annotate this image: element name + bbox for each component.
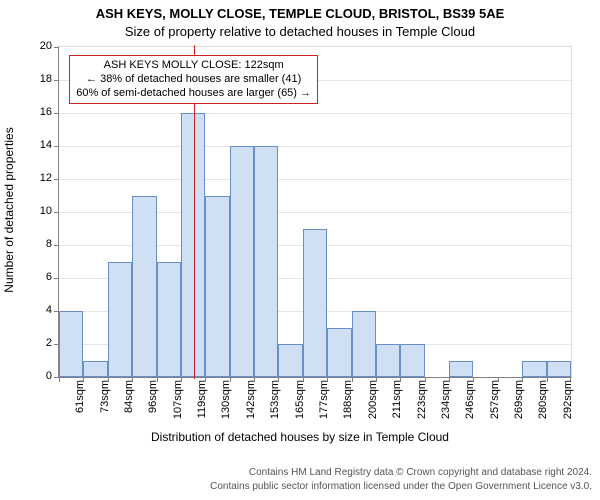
xtick-label: 292sqm — [562, 380, 574, 419]
histogram-bar — [327, 328, 351, 378]
histogram-bar — [230, 146, 254, 377]
ytick-mark — [54, 245, 59, 246]
histogram-bar — [108, 262, 132, 378]
x-axis-label: Distribution of detached houses by size … — [0, 430, 600, 444]
xtick-label: 130sqm — [220, 380, 232, 419]
xtick-label: 61sqm — [74, 380, 86, 413]
annotation-line: 60% of semi-detached houses are larger (… — [76, 87, 311, 101]
ytick-label: 14 — [12, 139, 52, 151]
xtick-label: 269sqm — [513, 380, 525, 419]
xtick-label: 119sqm — [196, 380, 208, 418]
histogram-bar — [132, 196, 156, 378]
ytick-label: 2 — [12, 337, 52, 349]
histogram-bar — [59, 311, 83, 377]
xtick-label: 73sqm — [99, 380, 111, 413]
histogram-bar — [83, 361, 107, 378]
ytick-label: 8 — [12, 238, 52, 250]
ytick-mark — [54, 278, 59, 279]
histogram-bar — [376, 344, 400, 377]
ytick-label: 0 — [12, 370, 52, 382]
annotation-box: ASH KEYS MOLLY CLOSE: 122sqm← 38% of det… — [69, 55, 318, 104]
xtick-mark — [59, 377, 60, 382]
xtick-label: 153sqm — [269, 380, 281, 419]
histogram-bar — [522, 361, 546, 378]
ytick-label: 16 — [12, 106, 52, 118]
ytick-label: 18 — [12, 73, 52, 85]
ytick-label: 12 — [12, 172, 52, 184]
footer-attribution-1: Contains HM Land Registry data © Crown c… — [249, 467, 592, 478]
xtick-label: 188sqm — [342, 380, 354, 419]
ytick-label: 4 — [12, 304, 52, 316]
chart-title-primary: ASH KEYS, MOLLY CLOSE, TEMPLE CLOUD, BRI… — [0, 6, 600, 21]
annotation-line: ← 38% of detached houses are smaller (41… — [76, 73, 311, 87]
histogram-bar — [449, 361, 473, 378]
xtick-label: 84sqm — [123, 380, 135, 413]
ytick-label: 10 — [12, 205, 52, 217]
ytick-mark — [54, 113, 59, 114]
xtick-label: 280sqm — [537, 380, 549, 419]
xtick-label: 223sqm — [416, 380, 428, 419]
xtick-label: 257sqm — [489, 380, 501, 419]
xtick-label: 177sqm — [318, 380, 330, 419]
xtick-label: 96sqm — [147, 380, 159, 413]
gridline — [59, 146, 571, 147]
ytick-mark — [54, 146, 59, 147]
ytick-label: 20 — [12, 40, 52, 52]
ytick-mark — [54, 212, 59, 213]
footer-attribution-2: Contains public sector information licen… — [210, 481, 592, 492]
annotation-line: ASH KEYS MOLLY CLOSE: 122sqm — [76, 59, 311, 73]
xtick-label: 107sqm — [172, 380, 184, 419]
xtick-label: 165sqm — [294, 380, 306, 419]
chart-container: ASH KEYS, MOLLY CLOSE, TEMPLE CLOUD, BRI… — [0, 0, 600, 500]
ytick-mark — [54, 47, 59, 48]
xtick-label: 211sqm — [391, 380, 403, 418]
xtick-label: 246sqm — [464, 380, 476, 419]
xtick-label: 142sqm — [245, 380, 257, 419]
gridline — [59, 113, 571, 114]
chart-title-secondary: Size of property relative to detached ho… — [0, 24, 600, 39]
histogram-bar — [278, 344, 302, 377]
ytick-mark — [54, 179, 59, 180]
histogram-bar — [303, 229, 327, 378]
histogram-bar — [547, 361, 571, 378]
ytick-label: 6 — [12, 271, 52, 283]
ytick-mark — [54, 80, 59, 81]
xtick-label: 234sqm — [440, 380, 452, 419]
xtick-label: 200sqm — [367, 380, 379, 419]
gridline — [59, 179, 571, 180]
plot-area: ASH KEYS MOLLY CLOSE: 122sqm← 38% of det… — [58, 46, 572, 378]
histogram-bar — [205, 196, 229, 378]
histogram-bar — [254, 146, 278, 377]
histogram-bar — [400, 344, 424, 377]
histogram-bar — [157, 262, 181, 378]
histogram-bar — [352, 311, 376, 377]
